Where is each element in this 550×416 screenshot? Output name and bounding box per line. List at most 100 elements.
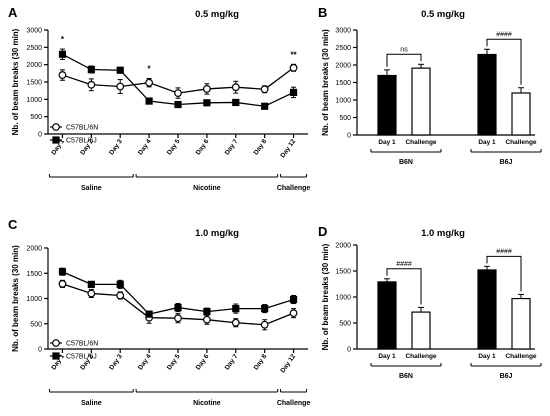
data-point-circle: [58, 279, 67, 288]
data-point-square: [145, 310, 153, 318]
comparison-label: ns: [400, 46, 408, 53]
group-brackets: Saline Nicotine Challenge: [48, 389, 311, 407]
data-point-circle: [289, 63, 298, 72]
y-tick-label: 2000: [335, 243, 351, 250]
y-axis: 0 500 1000 1500 2000 2500 3000 Nb. of beam brea…: [11, 28, 49, 139]
data-point-circle: [116, 82, 125, 91]
group-label: Saline: [81, 185, 102, 192]
group-label: B6J: [500, 159, 513, 166]
x-tick-label: Day 3: [108, 353, 124, 372]
data-point-square: [145, 97, 153, 105]
panel-title: 1.0 mg/kg: [195, 228, 239, 239]
y-axis: 0 500 1000 1500 2000 2500 3000 Nb. of beam brea…: [321, 28, 358, 140]
y-tick-label: 500: [339, 115, 351, 122]
data-point-circle: [260, 320, 269, 329]
bar: [511, 92, 531, 136]
y-axis: 0 500 1000 1500 2000 Nb. of beam breaks (30 m…: [11, 245, 49, 354]
data-point-circle: [202, 315, 211, 324]
comparison-bracket: [386, 53, 422, 67]
data-point-square: [58, 50, 67, 58]
data-point-circle: [174, 314, 182, 323]
significance-marker: *: [61, 35, 65, 44]
data-point-square: [52, 352, 60, 360]
y-tick-label: 3000: [335, 28, 351, 35]
x-tick-label: Day 1: [378, 139, 396, 146]
data-point-square: [52, 136, 60, 144]
bar: [411, 311, 431, 350]
x-tick-label: Day 4: [137, 353, 153, 372]
x-tick-label: Challenge: [405, 139, 436, 146]
legend: C57BL/6N C57BL/6J: [50, 123, 98, 145]
bars: [377, 265, 531, 350]
panel-label: C: [8, 217, 18, 232]
x-tick-label: Challenge: [505, 353, 536, 360]
comparison-label: ####: [396, 261, 412, 268]
data-point-square: [261, 304, 269, 313]
data-point-square: [232, 98, 240, 107]
bar: [377, 281, 397, 350]
data-point-square: [116, 66, 124, 74]
y-tick-label: 0: [38, 132, 42, 139]
panel-title: 1.0 mg/kg: [421, 228, 465, 239]
group-label: Challenge: [277, 185, 311, 192]
y-tick-label: 0: [347, 133, 351, 140]
x-tick-label: Day 12: [279, 138, 297, 159]
group-label: Saline: [81, 400, 102, 407]
comparison-bracket: [486, 38, 522, 85]
group-label: B6N: [399, 159, 413, 166]
data-point-square: [203, 308, 211, 316]
legend-label: C57BL/6J: [66, 354, 97, 361]
legend-label: C57BL/6J: [66, 138, 97, 145]
x-tick-label: Day 1: [478, 353, 496, 360]
y-tick-label: 2000: [26, 246, 42, 253]
panel-label: A: [8, 5, 18, 20]
group-label: B6N: [399, 373, 413, 380]
significance-marker: *: [148, 65, 152, 74]
x-tick-label: Day 8: [253, 138, 269, 157]
data-point-circle: [52, 339, 60, 347]
y-tick-label: 500: [339, 321, 351, 328]
data-point-circle: [260, 85, 269, 94]
x-tick-label: Day 6: [195, 138, 211, 157]
comparison-bracket: [486, 255, 522, 292]
comparison-bracket: [386, 268, 422, 305]
data-point-circle: [52, 123, 60, 131]
bar: [477, 53, 497, 136]
series-c57bl-6n: [58, 279, 298, 331]
x-tick-label: Day 1: [378, 353, 396, 360]
x-tick-label: Day 1: [478, 139, 496, 146]
y-tick-label: 2500: [335, 45, 351, 52]
bar: [411, 67, 431, 136]
data-point-circle: [145, 78, 154, 87]
group-label: Nicotine: [193, 185, 221, 192]
data-point-square: [174, 100, 182, 109]
series-c57bl-6n: [58, 63, 298, 99]
panel-label: D: [318, 224, 327, 239]
bar: [377, 74, 397, 136]
data-point-square: [58, 268, 67, 276]
legend: C57BL/6N C57BL/6J: [50, 339, 98, 361]
group-label: Challenge: [277, 400, 311, 407]
data-point-circle: [231, 318, 240, 327]
series-c57bl-6j: [58, 48, 298, 110]
y-axis-label: Nb. of beam breaks (30 min): [321, 29, 330, 136]
y-axis-label: Nb. of beam breaks (30 min): [11, 245, 20, 352]
y-tick-label: 2000: [26, 62, 42, 69]
y-axis: 0 500 1000 1500 2000 Nb. of beam breaks (30 m…: [321, 243, 358, 354]
data-point-square: [289, 88, 298, 96]
bar: [511, 297, 531, 350]
y-tick-label: 500: [30, 321, 42, 328]
group-brackets: Saline Nicotine Challenge: [48, 174, 311, 192]
data-point-square: [116, 280, 124, 288]
y-axis-label: Nb. of beam breaks (30 min): [321, 243, 330, 350]
bars: [377, 48, 531, 136]
data-point-square: [87, 65, 95, 74]
x-tick-label: Challenge: [505, 139, 536, 146]
x-tick-label: Day 7: [224, 353, 240, 372]
data-point-square: [174, 303, 182, 312]
y-axis-label: Nb. of beam breaks (30 min): [11, 28, 20, 135]
group-label: B6J: [500, 373, 513, 380]
group-brackets: B6N B6J: [370, 363, 542, 380]
legend-label: C57BL/6N: [66, 125, 98, 132]
